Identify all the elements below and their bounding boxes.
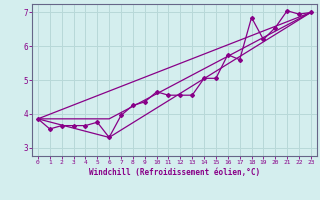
X-axis label: Windchill (Refroidissement éolien,°C): Windchill (Refroidissement éolien,°C): [89, 168, 260, 177]
